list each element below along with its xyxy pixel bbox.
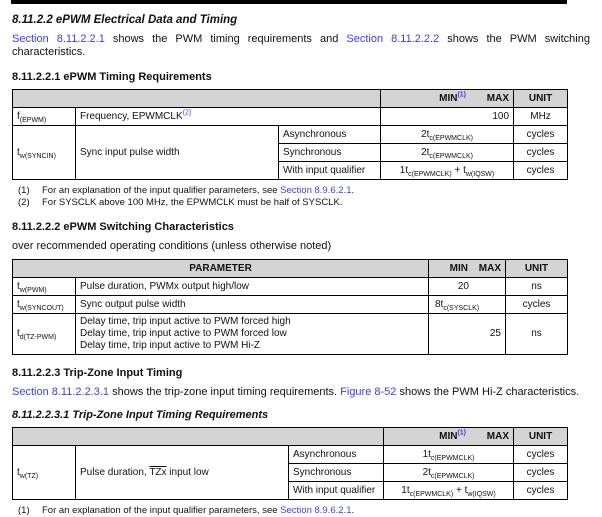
heading-tripzone-requirements: 8.11.2.2.3.1 Trip-Zone Input Timing Requ… (12, 409, 269, 421)
param-description: Frequency, EPWMCLK(2) (74, 107, 382, 126)
header-empty-cell (11, 89, 382, 108)
unit-column-header: UNIT (513, 89, 569, 108)
header-min-max-cell: MIN MAX (428, 259, 506, 278)
min-column-header: MIN (449, 262, 468, 274)
inline-link[interactable]: Section 8.11.2.2.1 (12, 33, 105, 45)
param-symbol: tw(PWM) (12, 277, 76, 296)
table-header-row: MIN(1) MAX UNIT (11, 427, 569, 446)
tripzone-input-timing-table: MIN(1) MAX UNIT tw(TZ) Pulse duration, T… (11, 427, 569, 500)
epwm-timing-requirements-table: MIN(1) MAX UNIT f(EPWM) Frequency, EPWMC… (11, 89, 569, 180)
inline-link[interactable]: Section 8.9.6.2.1 (280, 185, 352, 196)
heading-tripzone-timing: 8.11.2.2.3 Trip-Zone Input Timing (12, 367, 183, 379)
unit-value: ns (505, 277, 568, 296)
table-row: With input qualifier 1tc(EPWMCLK) + tw(I… (13, 161, 569, 180)
param-description: Sync input pulse width (75, 125, 279, 180)
unit-value: ns (505, 313, 568, 355)
min-value: 2tc(EPWMCLK) (380, 143, 515, 162)
table-row: tw(TZ) Pulse duration, TZx input low Asy… (12, 445, 569, 500)
heading-switching-characteristics: 8.11.2.2.2 ePWM Switching Characteristic… (12, 221, 234, 233)
header-min-max-cell: MIN(1) MAX (380, 89, 515, 108)
condition-label: Synchronous (277, 143, 382, 162)
footnotes-table1: (1) For an explanation of the input qual… (12, 185, 590, 209)
min-column-header: MIN(1) (439, 91, 467, 104)
unit-value: cycles (513, 463, 569, 482)
table-row: td(TZ-PWM) Delay time, trip input active… (12, 313, 568, 355)
footnote-number: (1) (18, 505, 30, 516)
param-description: Pulse duration, TZx input low (75, 445, 289, 500)
param-description: Pulse duration, PWMx output high/low (75, 277, 429, 296)
page-top-rule (11, 0, 567, 4)
unit-value: cycles (513, 445, 569, 464)
condition-label: With input qualifier (287, 481, 385, 500)
heading-timing-requirements: 8.11.2.2.1 ePWM Timing Requirements (12, 71, 212, 83)
condition-label: With input qualifier (277, 161, 382, 180)
inline-link[interactable]: Section 8.11.2.2.3.1 (12, 386, 110, 398)
unit-column-header: UNIT (505, 259, 568, 278)
unit-value: cycles (513, 125, 569, 144)
table-row: tw(SYNCOUT) Sync output pulse width 8tc(… (12, 295, 568, 314)
header-empty-cell (11, 427, 385, 446)
condition-label: Synchronous (287, 463, 385, 482)
param-symbol: f(EPWM) (12, 107, 76, 126)
min-value: 1tc(EPWMCLK) + tw(IQSW) (383, 481, 515, 500)
max-value: 100 (380, 107, 515, 126)
inline-link[interactable]: Figure 8-52 (340, 386, 397, 398)
footnotes-table3: (1) For an explanation of the input qual… (12, 505, 590, 517)
param-symbol: tw(TZ) (12, 445, 76, 500)
table-row: f(EPWM) Frequency, EPWMCLK(2) 100 MHz (12, 107, 569, 126)
unit-value: cycles (505, 295, 568, 314)
param-description: Delay time, trip input active to PWM for… (75, 313, 429, 355)
epwm-switching-characteristics-table: PARAMETER MIN MAX UNIT tw(PWM) Pulse dur… (12, 259, 568, 355)
table-row: tw(SYNCIN) Sync input pulse width Asynch… (12, 125, 569, 180)
footnote-ref-link[interactable]: (1) (457, 91, 467, 99)
table-row: Synchronous 2tc(EPWMCLK) cycles (13, 143, 569, 162)
unit-column-header: UNIT (513, 427, 569, 446)
footnote-number: (2) (18, 197, 30, 208)
min-value: 20 (428, 277, 506, 296)
min-value: 2tc(EPWMCLK) (380, 125, 515, 144)
min-value: 2tc(EPWMCLK) (383, 463, 515, 482)
param-description: Sync output pulse width (75, 295, 429, 314)
table-row: Synchronous 2tc(EPWMCLK) cycles (13, 463, 569, 482)
footnote-ref-link[interactable]: (1) (457, 429, 467, 437)
footnote: (1) For an explanation of the input qual… (12, 185, 590, 197)
param-symbol: tw(SYNCIN) (12, 125, 76, 180)
section-heading: 8.11.2.2 ePWM Electrical Data and Timing (12, 14, 238, 26)
max-value: 25 (428, 313, 506, 355)
unit-value: cycles (513, 161, 569, 180)
footnote-text: For an explanation of the input qualifie… (42, 185, 355, 196)
table-row: tw(PWM) Pulse duration, PWMx output high… (12, 277, 568, 296)
header-min-max-cell: MIN(1) MAX (383, 427, 515, 446)
param-symbol: td(TZ-PWM) (12, 313, 76, 355)
inline-link[interactable]: Section 8.11.2.2.2 (346, 33, 440, 45)
param-symbol: tw(SYNCOUT) (12, 295, 76, 314)
unit-value: cycles (513, 481, 569, 500)
condition-label: Asynchronous (277, 125, 382, 144)
intro-paragraph-1: Section 8.11.2.2.1 shows the PWM timing … (12, 33, 590, 58)
intro-paragraph-2: Section 8.11.2.2.3.1 shows the trip-zone… (12, 386, 580, 398)
table-header-row: MIN(1) MAX UNIT (11, 89, 569, 108)
min-value: 1tc(EPWMCLK) (383, 445, 515, 464)
table-header-row: PARAMETER MIN MAX UNIT (12, 259, 568, 278)
footnote-ref-link[interactable]: (2) (182, 109, 192, 117)
inline-link[interactable]: Section 8.9.6.2.1 (280, 505, 352, 516)
condition-label: Asynchronous (287, 445, 385, 464)
parameter-column-header: PARAMETER (12, 259, 429, 278)
unit-value: cycles (513, 143, 569, 162)
footnote-text: For an explanation of the input qualifie… (42, 505, 355, 516)
min-column-header: MIN(1) (439, 429, 467, 442)
footnote-number: (1) (18, 185, 30, 196)
footnote: (2) For SYSCLK above 100 MHz, the EPWMCL… (12, 197, 590, 209)
footnote: (1) For an explanation of the input qual… (12, 505, 590, 517)
operating-conditions-note: over recommended operating conditions (u… (12, 240, 332, 252)
min-value: 8tc(SYSCLK) (428, 295, 506, 314)
max-column-header: MAX (486, 430, 510, 442)
min-value: 1tc(EPWMCLK) + tw(IQSW) (380, 161, 515, 180)
max-column-header: MAX (486, 92, 510, 104)
unit-value: MHz (513, 107, 569, 126)
footnote-text: For SYSCLK above 100 MHz, the EPWMCLK mu… (42, 197, 343, 208)
max-column-header: MAX (478, 262, 501, 274)
